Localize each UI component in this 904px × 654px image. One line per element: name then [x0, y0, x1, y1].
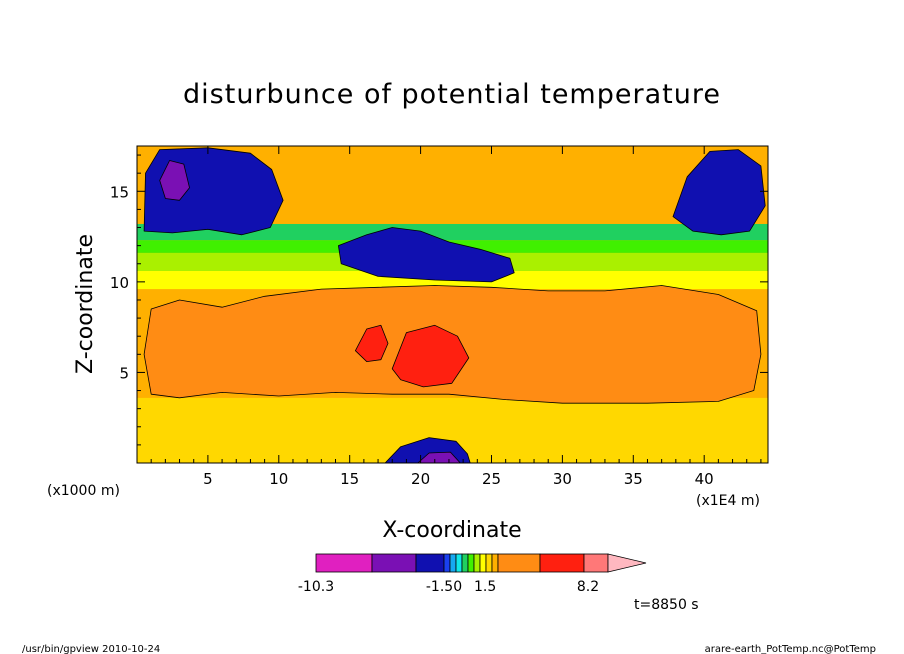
x-axis: 5 10 15 20 25 30 35 40: [150, 146, 762, 488]
contour-region-8: [417, 451, 461, 463]
contour-region-2: [391, 324, 470, 388]
colorbar-label-3: 8.2: [577, 579, 599, 595]
contour-region-6: [672, 149, 766, 236]
x-tick-label-0: 5: [203, 470, 213, 488]
time-label: t=8850 s: [634, 597, 699, 613]
colorbar-label-2: 1.5: [474, 579, 496, 595]
x-tick-label-3: 20: [411, 470, 430, 488]
colorbar-segment-1: [371, 553, 417, 573]
colorbar-segment-13: [539, 553, 585, 573]
x-tick-label-4: 25: [482, 470, 501, 488]
colorbar-segment-14: [583, 553, 609, 573]
colorbar-segment-10: [485, 553, 493, 573]
x-tick-label-2: 15: [340, 470, 359, 488]
colorbar-segment-11: [491, 553, 499, 573]
contour-band-5: [137, 223, 768, 241]
colorbar-label-0: -10.3: [298, 579, 334, 595]
footer-left: /usr/bin/gpview 2010-10-24: [22, 644, 160, 654]
colorbar-segment-9: [479, 553, 487, 573]
y-axis: 5 10 15: [110, 154, 768, 446]
colorbar-segment-4: [449, 553, 457, 573]
colorbar-segment-6: [461, 553, 469, 573]
contour-region-4: [159, 160, 190, 201]
colorbar-label-1: -1.50: [426, 579, 462, 595]
contour-region-5: [337, 227, 515, 283]
x-tick-label-6: 35: [624, 470, 643, 488]
footer-right: arare-earth_PotTemp.nc@PotTemp: [705, 644, 876, 654]
contour-region-1: [354, 324, 389, 363]
y-unit-label: (x1000 m): [47, 483, 120, 499]
colorbar-segment-2: [415, 553, 445, 573]
colorbar-segment-5: [455, 553, 463, 573]
contour-regions: [143, 147, 766, 463]
x-tick-label-1: 10: [269, 470, 288, 488]
colorbar-labels: -10.3 -1.50 1.5 8.2: [298, 579, 599, 595]
x-unit-label: (x1E4 m): [696, 493, 760, 509]
colorbar-segment-12: [497, 553, 541, 573]
colorbar-extension: [607, 553, 647, 573]
colorbar-segment-0: [315, 553, 373, 573]
colorbar: [315, 553, 647, 573]
plot-area: [137, 146, 768, 463]
x-tick-label-7: 40: [695, 470, 714, 488]
plot-frame: [136, 145, 769, 464]
y-tick-label-1: 10: [110, 274, 129, 292]
colorbar-segment-8: [473, 553, 481, 573]
y-tick-label-2: 15: [110, 183, 129, 201]
y-tick-label-0: 5: [119, 364, 129, 382]
x-tick-label-5: 30: [553, 470, 572, 488]
chart-title: disturbunce of potential temperature: [183, 79, 721, 110]
colorbar-segment-3: [443, 553, 451, 573]
colorbar-segment-7: [467, 553, 475, 573]
x-axis-label: X-coordinate: [382, 518, 521, 543]
y-axis-label: Z-coordinate: [73, 234, 98, 374]
